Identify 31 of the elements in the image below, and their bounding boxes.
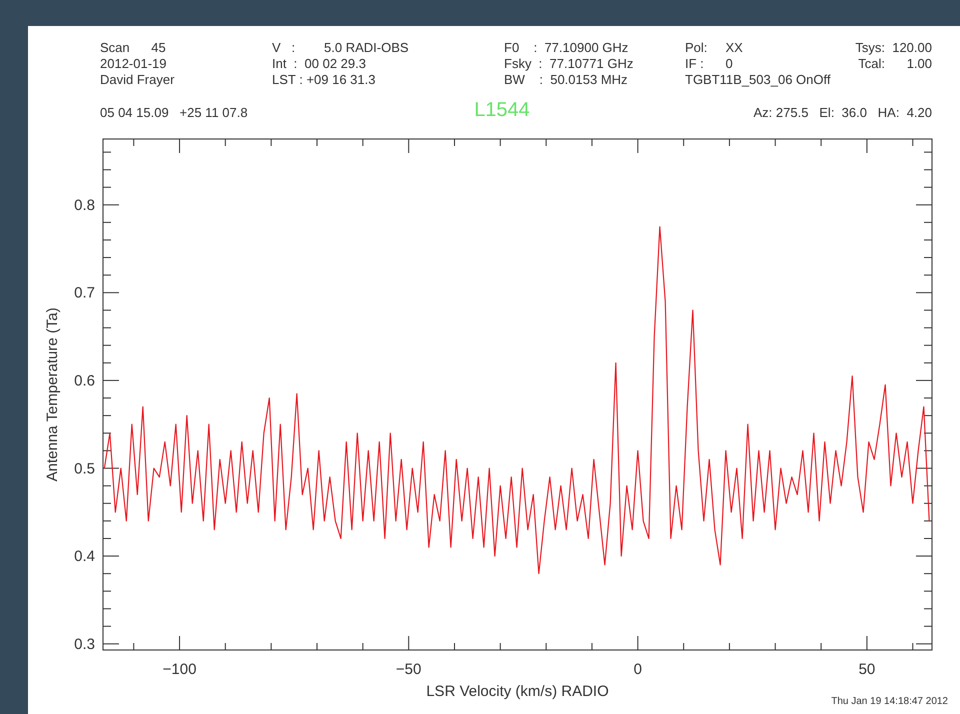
text: Int : 00 02 29.3 [272, 56, 366, 71]
text: 05 04 15.09 +25 11 07.8 [100, 105, 248, 120]
chart-title: L1544 [474, 99, 530, 121]
x-tick-label: −50 [396, 661, 422, 678]
y-tick-label: 0.8 [74, 196, 95, 214]
y-axis-title: Antenna Temperature (Ta) [44, 308, 61, 482]
y-tick-label: 0.6 [74, 372, 95, 390]
x-tick-label: 50 [858, 661, 876, 678]
x-tick-label: 0 [634, 661, 642, 678]
text: Pol: XX [685, 40, 744, 55]
line-series [104, 226, 930, 574]
text: Fsky : 77.10771 GHz [504, 56, 634, 71]
text: IF : 0 [685, 56, 733, 71]
text: Tcal: 1.00 [858, 56, 932, 71]
y-tick-label: 0.7 [74, 284, 95, 302]
text: 2012-01-19 [100, 56, 166, 71]
text: Tsys: 120.00 [855, 40, 932, 55]
x-tick-label: −100 [162, 661, 196, 678]
text: TGBT11B_503_06 OnOff [685, 72, 831, 87]
text: LST : +09 16 31.3 [272, 72, 376, 87]
text: BW : 50.0153 MHz [504, 72, 628, 87]
text: David Frayer [100, 72, 176, 87]
x-axis-title: LSR Velocity (km/s) RADIO [426, 683, 609, 700]
y-tick-label: 0.3 [74, 636, 95, 653]
text: Scan 45 [100, 40, 166, 55]
y-tick-label: 0.4 [74, 548, 95, 566]
text: F0 : 77.10900 GHz [504, 40, 628, 55]
text: V : 5.0 RADI-OBS [272, 40, 409, 55]
text: Az: 275.5 El: 36.0 HA: 4.20 [754, 105, 932, 120]
y-tick-label: 0.5 [74, 460, 95, 478]
text: Thu Jan 19 14:18:47 2012 [831, 696, 948, 707]
